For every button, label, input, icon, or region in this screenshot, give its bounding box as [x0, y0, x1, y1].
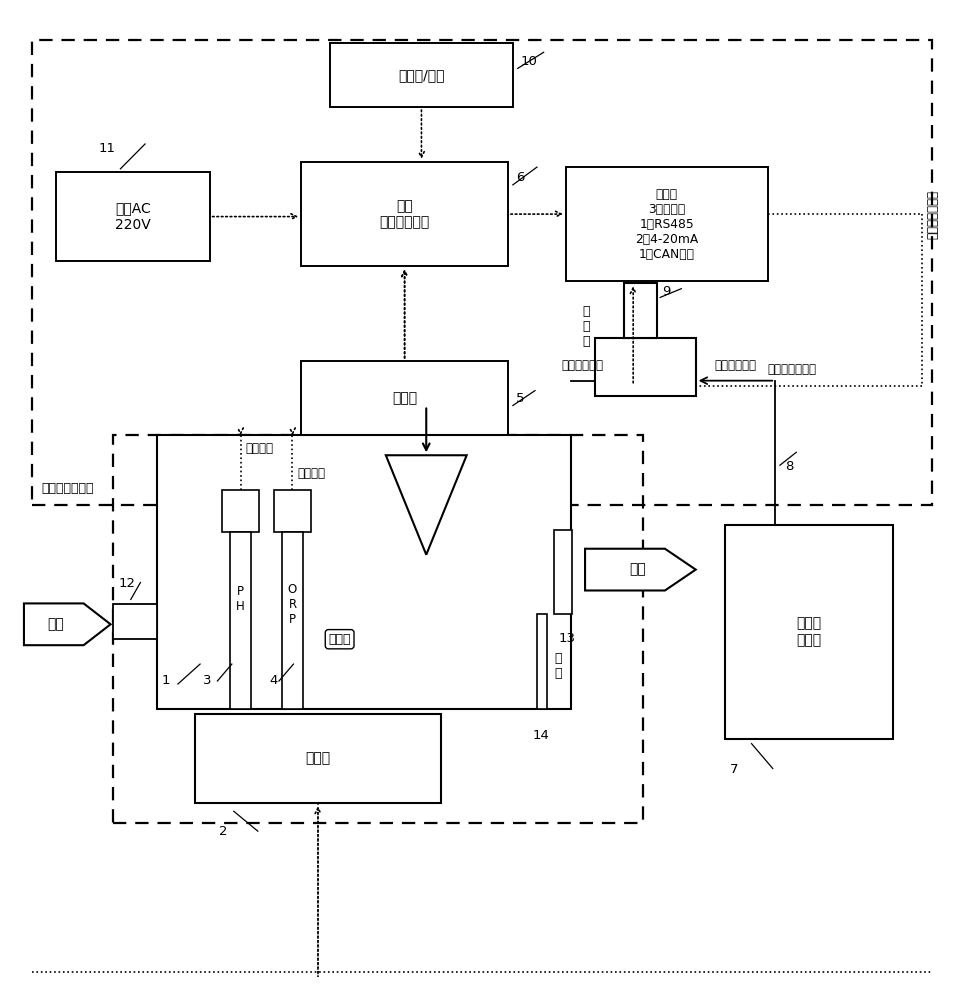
Bar — [623, 283, 657, 338]
Text: 14: 14 — [532, 729, 549, 742]
Text: 标准盐酸溶液: 标准盐酸溶液 — [561, 359, 604, 372]
Bar — [113, 604, 157, 639]
Bar — [566, 167, 768, 281]
Polygon shape — [386, 455, 467, 555]
Text: 测量信号: 测量信号 — [245, 442, 273, 455]
Bar — [594, 338, 696, 396]
Bar — [157, 435, 570, 709]
Bar — [537, 614, 547, 709]
Bar — [230, 532, 251, 709]
Text: 定量泵控制信号: 定量泵控制信号 — [768, 363, 816, 376]
Bar — [32, 40, 931, 505]
Text: 出水: 出水 — [629, 563, 647, 577]
Text: 1: 1 — [162, 674, 170, 687]
FancyArrow shape — [585, 549, 696, 590]
Bar — [56, 172, 210, 261]
Text: 搅拌子: 搅拌子 — [328, 633, 350, 646]
Text: 信号板: 信号板 — [392, 391, 417, 405]
Bar — [223, 490, 258, 532]
Text: 测量和控制部分: 测量和控制部分 — [42, 482, 94, 495]
Bar — [725, 525, 893, 739]
Text: 4: 4 — [269, 674, 278, 687]
Text: 输出：
3路继电器
1路RS485
2路4-20mA
1路CAN总线: 输出： 3路继电器 1路RS485 2路4-20mA 1路CAN总线 — [635, 188, 699, 261]
Text: 3: 3 — [203, 674, 211, 687]
Bar — [301, 361, 508, 435]
Text: 10: 10 — [521, 55, 537, 68]
Text: 定
量
泵: 定 量 泵 — [583, 305, 590, 348]
Bar — [282, 532, 303, 709]
Bar — [274, 490, 311, 532]
FancyArrow shape — [24, 603, 110, 645]
Text: 入水: 入水 — [47, 617, 64, 631]
Bar — [113, 435, 643, 823]
Text: 标准盐酸溶液: 标准盐酸溶液 — [714, 359, 756, 372]
Text: 2: 2 — [220, 825, 227, 838]
Bar — [555, 530, 571, 614]
Text: 9: 9 — [662, 285, 671, 298]
Text: 排
污: 排 污 — [555, 652, 561, 680]
Bar — [301, 162, 508, 266]
Text: 5: 5 — [516, 392, 525, 405]
Text: O
R
P: O R P — [287, 583, 297, 626]
Text: 13: 13 — [559, 632, 575, 645]
Bar — [330, 43, 513, 107]
Text: 11: 11 — [99, 142, 116, 155]
Text: 6: 6 — [516, 171, 524, 184]
Text: 标准盐
酸溶液: 标准盐 酸溶液 — [797, 617, 822, 647]
Text: 电源AC
220V: 电源AC 220V — [115, 201, 151, 232]
Text: 8: 8 — [785, 460, 793, 473]
Text: 7: 7 — [730, 763, 738, 776]
Bar — [196, 714, 440, 803]
Text: 12: 12 — [118, 577, 136, 590]
Text: P
H: P H — [236, 585, 245, 613]
Text: 显示屏/按键: 显示屏/按键 — [398, 68, 444, 82]
Text: 主板
（控制系统）: 主板 （控制系统） — [379, 199, 430, 229]
Text: 搅拌器: 搅拌器 — [306, 752, 330, 766]
Text: 测量信号: 测量信号 — [297, 467, 325, 480]
Text: 搅拌器控制信号: 搅拌器控制信号 — [926, 190, 940, 239]
